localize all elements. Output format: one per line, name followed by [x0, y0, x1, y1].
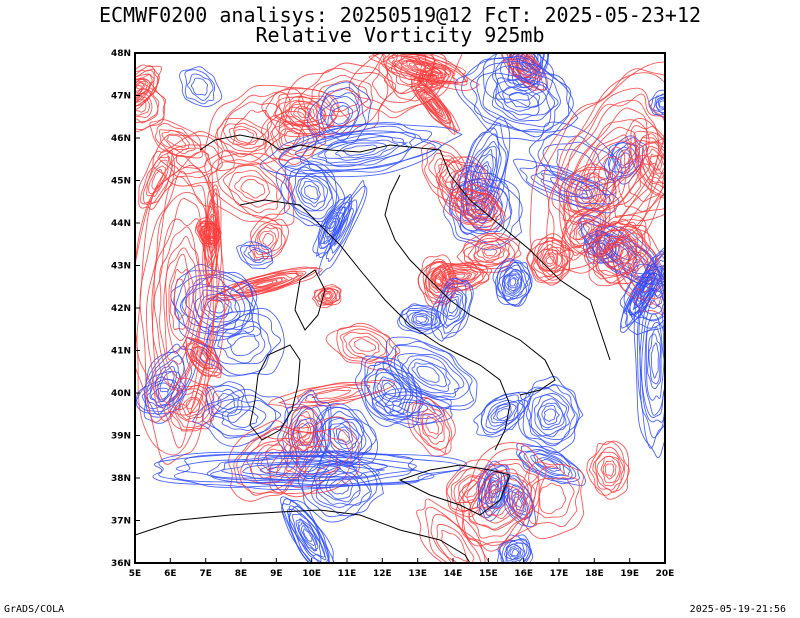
- lon-tick-label: 20E: [656, 569, 675, 579]
- lat-tick-label: 42N: [111, 304, 131, 314]
- lat-tick-label: 36N: [111, 559, 131, 569]
- timestamp-label: 2025-05-19-21:56: [689, 604, 786, 615]
- sicily-coast: [398, 464, 511, 516]
- alps-border: [199, 134, 441, 153]
- lat-tick-label: 40N: [111, 389, 131, 399]
- lon-tick-label: 7E: [199, 569, 211, 579]
- lon-tick-label: 6E: [164, 569, 176, 579]
- lat-tick-label: 39N: [111, 432, 131, 442]
- lon-tick-label: 19E: [620, 569, 639, 579]
- lon-tick-label: 14E: [444, 569, 463, 579]
- lon-tick-label: 11E: [338, 569, 357, 579]
- lat-tick-label: 44N: [111, 219, 131, 229]
- vorticity-contours: [135, 53, 665, 563]
- lon-tick-label: 13E: [408, 569, 427, 579]
- plot-title: ECMWF0200 analisys: 20250519@12 FcT: 202…: [98, 3, 702, 27]
- lat-tick-label: 46N: [111, 134, 131, 144]
- lat-tick-label: 37N: [111, 517, 131, 527]
- italy-west-coast: [239, 199, 511, 451]
- lon-tick-label: 9E: [270, 569, 282, 579]
- north-africa-coast: [135, 509, 471, 563]
- lon-tick-label: 10E: [302, 569, 321, 579]
- lon-tick-label: 8E: [235, 569, 247, 579]
- country-borders: [135, 134, 611, 563]
- lat-tick-label: 47N: [111, 92, 131, 102]
- lon-tick-label: 12E: [373, 569, 392, 579]
- lat-tick-label: 43N: [111, 262, 131, 272]
- plot-subtitle: Relative Vorticity 925mb: [255, 23, 545, 47]
- italy-east-coast: [384, 174, 556, 396]
- balkan-coast: [439, 149, 611, 361]
- lat-tick-label: 48N: [111, 49, 131, 59]
- lon-tick-label: 18E: [585, 569, 604, 579]
- lon-tick-label: 15E: [479, 569, 498, 579]
- corsica-coast: [294, 269, 326, 331]
- lon-tick-label: 17E: [550, 569, 569, 579]
- sardinia-coast: [249, 344, 301, 441]
- lon-tick-label: 16E: [514, 569, 533, 579]
- lat-tick-label: 45N: [111, 177, 131, 187]
- lat-tick-label: 38N: [111, 474, 131, 484]
- credit-label: GrADS/COLA: [4, 604, 65, 615]
- lat-tick-label: 41N: [111, 347, 131, 357]
- lon-tick-label: 5E: [129, 569, 141, 579]
